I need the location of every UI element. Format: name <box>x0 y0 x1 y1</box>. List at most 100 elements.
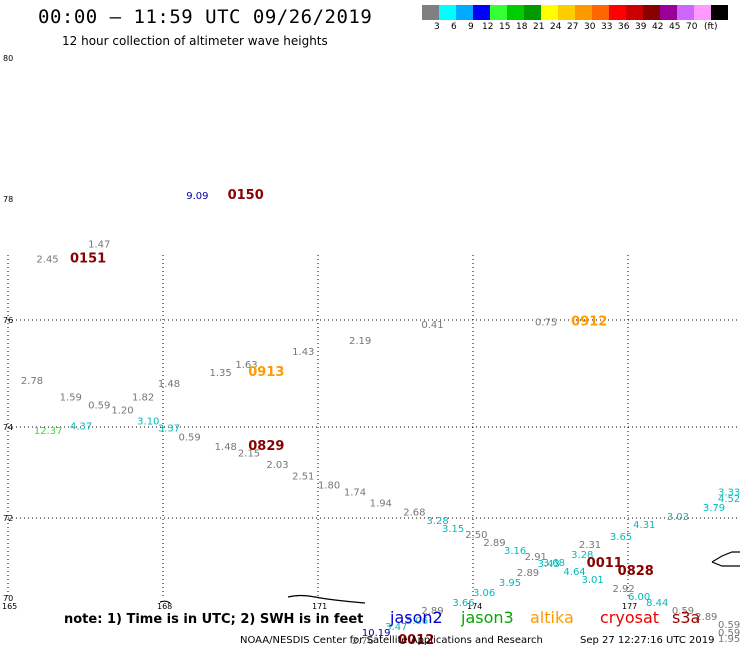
wave-height-value: 1.47 <box>88 239 110 250</box>
legend-swatch <box>473 5 490 20</box>
wave-height-value: 9.09 <box>186 191 208 202</box>
color-legend-labels: 3 6 9 12 15 18 21 24 27 30 33 36 39 42 45 70 (ft) <box>422 22 740 36</box>
legend-label: 24 <box>550 22 562 32</box>
wave-height-value: 2.15 <box>238 449 260 460</box>
mission-jason3: jason3 <box>461 608 514 627</box>
lat-label: 76 <box>3 316 13 325</box>
generated-timestamp: Sep 27 12:27:16 UTC 2019 <box>580 635 715 646</box>
wave-height-value: 2.89 <box>517 568 539 579</box>
legend-swatch <box>711 5 728 20</box>
wave-height-value: 4.64 <box>563 567 585 578</box>
legend-swatch <box>422 5 439 20</box>
legend-swatch <box>592 5 609 20</box>
wave-height-value: 0.59 <box>179 433 201 444</box>
legend-label: 42 <box>652 22 664 32</box>
wave-height-value: 1.63 <box>235 360 257 371</box>
wave-height-value: 1.74 <box>344 487 366 498</box>
legend-swatch <box>439 5 456 20</box>
pass-time-label: 0012 <box>398 633 434 648</box>
wave-height-value: 2.78 <box>21 376 43 387</box>
legend-swatch <box>524 5 541 20</box>
mission-cryosat: cryosat <box>600 608 660 627</box>
lon-label: 177 <box>622 602 637 611</box>
wave-height-value: 3.28 <box>427 516 449 527</box>
legend-label: 39 <box>635 22 647 32</box>
wave-height-value: 3.03 <box>667 512 689 523</box>
wave-height-value: 0.59 <box>672 606 694 617</box>
legend-swatch <box>609 5 626 20</box>
wave-height-value: 3.16 <box>504 546 526 557</box>
wave-height-value: 3.95 <box>499 578 521 589</box>
wave-height-value: 3.06 <box>473 588 495 599</box>
legend-swatch <box>626 5 643 20</box>
wave-height-value: 2.89 <box>483 538 505 549</box>
legend-label: 33 <box>601 22 613 32</box>
wave-height-value: 3.43 <box>538 559 560 570</box>
legend-unit: (ft) <box>704 22 718 32</box>
wave-height-value: 1.94 <box>370 499 392 510</box>
wave-height-value: 3.66 <box>452 598 474 609</box>
legend-swatch <box>490 5 507 20</box>
pass-time-label: 0829 <box>248 439 284 454</box>
legend-swatch <box>507 5 524 20</box>
legend-label: 36 <box>618 22 630 32</box>
wave-height-value: 12.37 <box>34 426 63 437</box>
wave-height-value: 4.31 <box>633 520 655 531</box>
wave-height-value: 0.75 <box>535 317 557 328</box>
credit-line: NOAA/NESDIS Center for Satellite Applica… <box>240 635 543 646</box>
wave-height-value: 0.41 <box>421 320 443 331</box>
lon-label: 165 <box>2 602 17 611</box>
legend-swatch <box>575 5 592 20</box>
wave-height-value: 2.92 <box>613 584 635 595</box>
lat-label: 80 <box>3 54 13 63</box>
lat-label: 72 <box>3 514 13 523</box>
legend-label: 27 <box>567 22 579 32</box>
lon-label: 168 <box>157 602 172 611</box>
wave-height-value: 2.31 <box>579 540 601 551</box>
wave-height-value: 3.79 <box>703 503 725 514</box>
legend-label: 6 <box>451 22 457 32</box>
wave-height-value: 3.33 <box>718 487 740 498</box>
legend-label: 9 <box>468 22 474 32</box>
wave-height-value: 1.20 <box>111 406 133 417</box>
legend-label: 21 <box>533 22 545 32</box>
mission-jason2: jason2 <box>390 608 443 627</box>
legend-swatch <box>456 5 473 20</box>
wave-height-value: 3.47 <box>385 622 407 633</box>
map-subtitle: 12 hour collection of altimeter wave hei… <box>62 34 328 48</box>
wave-height-value: 0.59 <box>718 620 740 631</box>
wave-height-value: 1.43 <box>292 347 314 358</box>
wave-height-value: 3.37 <box>158 424 180 435</box>
wave-height-value: 4.37 <box>70 421 92 432</box>
wave-height-value: 2.19 <box>349 336 371 347</box>
pass-time-label: 0913 <box>248 365 284 380</box>
wave-height-value: 2.91 <box>525 552 547 563</box>
wave-height-value: 8.44 <box>646 598 668 609</box>
map-title: 00:00 – 11:59 UTC 09/26/2019 <box>38 6 373 28</box>
wave-height-value: 2.89 <box>421 606 443 617</box>
wave-height-value: 2.50 <box>465 530 487 541</box>
wave-height-value: 3.10 <box>137 416 159 427</box>
lat-label: 70 <box>3 594 13 603</box>
wave-height-value: 1.48 <box>215 442 237 453</box>
pass-time-label: 0828 <box>618 564 654 579</box>
wave-height-value: 4.52 <box>718 494 740 505</box>
color-legend <box>422 5 728 20</box>
coastline <box>287 594 366 604</box>
mission-altika: altika <box>530 608 574 627</box>
lon-label: 171 <box>312 602 327 611</box>
wave-height-value: 1.59 <box>60 392 82 403</box>
legend-label: 70 <box>686 22 698 32</box>
legend-label: 45 <box>669 22 681 32</box>
coastline <box>159 600 171 604</box>
wave-height-value: 1.80 <box>318 480 340 491</box>
wave-height-value: 1.95 <box>718 634 740 645</box>
wave-height-value: 2.45 <box>36 255 58 266</box>
wave-height-value: 6.00 <box>628 592 650 603</box>
wave-height-value: 2.03 <box>266 460 288 471</box>
footer-note: note: 1) Time is in UTC; 2) SWH is in fe… <box>64 612 364 627</box>
legend-label: 15 <box>499 22 511 32</box>
wave-height-value: 2.51 <box>292 471 314 482</box>
